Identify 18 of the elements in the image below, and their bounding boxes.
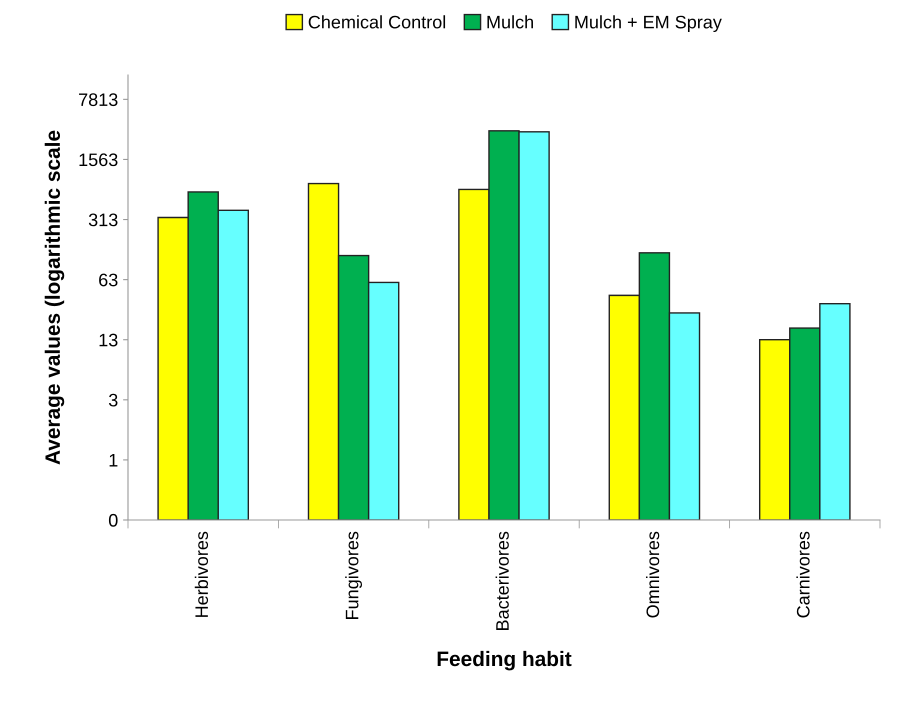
- x-tick-label: Bacterivores: [496, 532, 509, 630]
- x-tick-label: Carnivores: [796, 532, 810, 618]
- y-tick-label: 7813: [79, 93, 118, 106]
- y-tick-label: 1: [110, 454, 118, 466]
- y-axis-title: Average values (logarithmic scale: [44, 130, 64, 464]
- x-tick-label: Herbivores: [194, 532, 208, 617]
- legend-label: Chemical Control: [308, 15, 446, 28]
- y-tick-label: 0: [108, 514, 118, 527]
- legend-label: Mulch + EM Spray: [575, 15, 722, 32]
- y-tick-label: 3: [108, 394, 118, 407]
- x-tick-label: Omnivores: [646, 532, 660, 618]
- y-tick-label: 13: [100, 334, 118, 346]
- y-tick-label: 313: [88, 213, 118, 226]
- y-tick-label: 63: [99, 274, 118, 286]
- y-tick-label: 1563: [79, 153, 118, 166]
- x-tick-label: Fungivores: [345, 532, 362, 619]
- x-axis-title: Feeding habit: [438, 650, 572, 670]
- legend-label: Mulch: [487, 15, 533, 28]
